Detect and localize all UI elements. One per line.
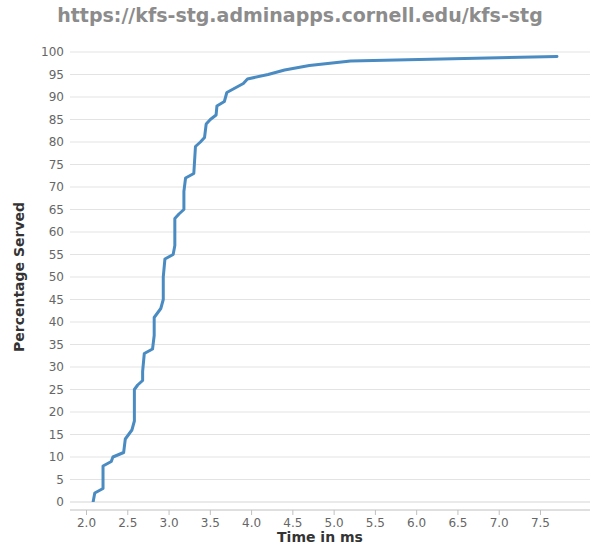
x-tick-label: 3.0 — [160, 516, 179, 530]
x-tick-label: 5.5 — [366, 516, 385, 530]
x-tick-label: 4.5 — [283, 516, 302, 530]
x-tick-label: 6.0 — [407, 516, 426, 530]
grid-line — [70, 412, 590, 413]
plot-bottom — [70, 502, 590, 503]
x-tick — [86, 510, 87, 515]
grid-line — [70, 299, 590, 300]
y-axis-title: Percentage Served — [11, 202, 27, 352]
x-axis-title: Time in ms — [277, 529, 363, 545]
x-tick-label: 5.0 — [325, 516, 344, 530]
chart: https://kfs-stg.adminapps.cornell.edu/kf… — [0, 0, 600, 550]
grid-line — [70, 209, 590, 210]
grid-line — [70, 367, 590, 368]
y-tick-label: 55 — [49, 248, 64, 262]
x-tick — [416, 510, 417, 515]
y-tick-label: 85 — [49, 113, 64, 127]
plot-area — [93, 57, 557, 503]
y-tick-label: 65 — [49, 203, 64, 217]
y-tick-label: 0 — [56, 495, 64, 509]
grid-line — [70, 479, 590, 480]
x-tick — [169, 510, 170, 515]
y-tick-label: 30 — [49, 360, 64, 374]
title: https://kfs-stg.adminapps.cornell.edu/kf… — [57, 4, 543, 26]
grid-line — [70, 52, 590, 53]
x-tick-label: 3.5 — [201, 516, 220, 530]
grid-line — [70, 119, 590, 120]
y-tick-label: 40 — [49, 315, 64, 329]
y-tick-label: 15 — [49, 428, 64, 442]
x-tick-label: 2.5 — [118, 516, 137, 530]
x-tick — [499, 510, 500, 515]
x-axis-line — [70, 510, 590, 511]
y-tick-label: 35 — [49, 338, 64, 352]
x-tick — [210, 510, 211, 515]
y-tick-label: 25 — [49, 383, 64, 397]
y-tick-label: 80 — [49, 135, 64, 149]
x-tick-label: 2.0 — [77, 516, 96, 530]
x-tick — [292, 510, 293, 515]
x-tick — [251, 510, 252, 515]
grid-line — [70, 187, 590, 188]
x-tick — [127, 510, 128, 515]
grid-line — [70, 322, 590, 323]
grid-line — [70, 254, 590, 255]
x-tick — [375, 510, 376, 515]
x-tick-label: 7.5 — [531, 516, 550, 530]
x-tick-label: 7.0 — [490, 516, 509, 530]
grid-line — [70, 457, 590, 458]
grid-line — [70, 74, 590, 75]
x-tick-label: 6.5 — [448, 516, 467, 530]
grid-line — [70, 97, 590, 98]
y-tick-label: 5 — [56, 473, 64, 487]
y-tick-label: 75 — [49, 158, 64, 172]
x-tick-label: 4.0 — [242, 516, 261, 530]
grid-line — [70, 389, 590, 390]
grid-line — [70, 164, 590, 165]
y-tick-label: 100 — [41, 45, 64, 59]
y-tick-label: 90 — [49, 90, 64, 104]
y-tick-label: 70 — [49, 180, 64, 194]
y-tick-label: 50 — [49, 270, 64, 284]
y-tick-label: 45 — [49, 293, 64, 307]
x-tick — [540, 510, 541, 515]
x-tick — [334, 510, 335, 515]
y-tick-label: 20 — [49, 405, 64, 419]
y-tick-label: 95 — [49, 68, 64, 82]
grid-line — [70, 434, 590, 435]
grid-line — [70, 232, 590, 233]
grid-line — [70, 344, 590, 345]
grid-line — [70, 142, 590, 143]
y-tick-label: 60 — [49, 225, 64, 239]
data-line — [93, 57, 557, 503]
grid-line — [70, 277, 590, 278]
x-tick — [457, 510, 458, 515]
grid-line — [70, 502, 590, 503]
y-tick-label: 10 — [49, 450, 64, 464]
